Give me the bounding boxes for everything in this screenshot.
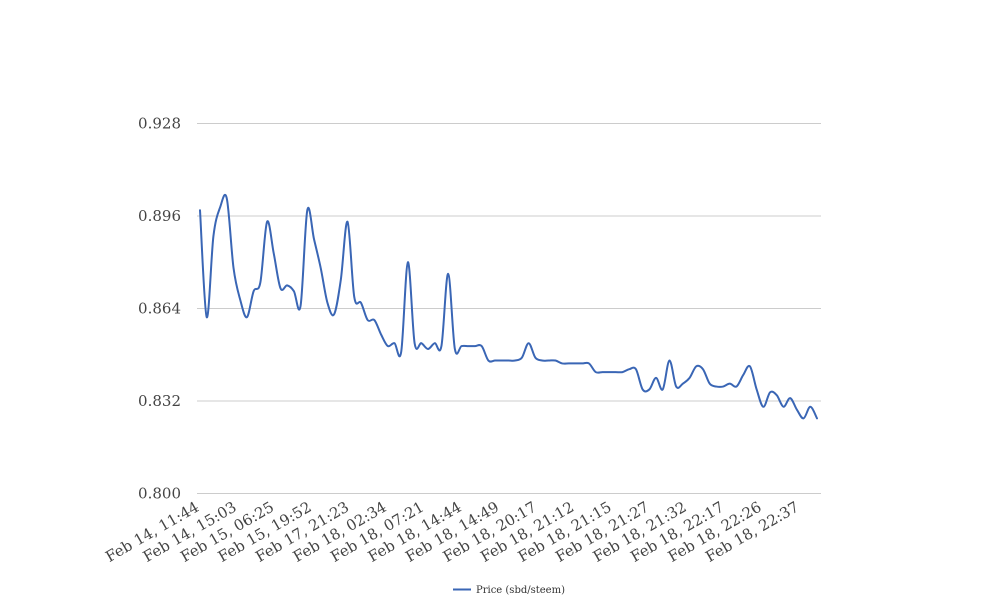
series-line-price xyxy=(199,193,818,420)
y-axis-ticks: 0.800 0.832 0.864 0.896 0.928 xyxy=(138,115,181,503)
series-layer xyxy=(199,193,818,420)
legend: Price (sbd/steem) xyxy=(453,585,565,596)
gridlines xyxy=(197,123,821,494)
y-tick-label: 0.928 xyxy=(138,115,181,133)
y-tick-label: 0.800 xyxy=(138,485,181,503)
y-tick-label: 0.896 xyxy=(138,207,181,225)
legend-label: Price (sbd/steem) xyxy=(476,585,565,596)
y-tick-label: 0.864 xyxy=(138,300,181,318)
y-tick-label: 0.832 xyxy=(138,392,181,410)
